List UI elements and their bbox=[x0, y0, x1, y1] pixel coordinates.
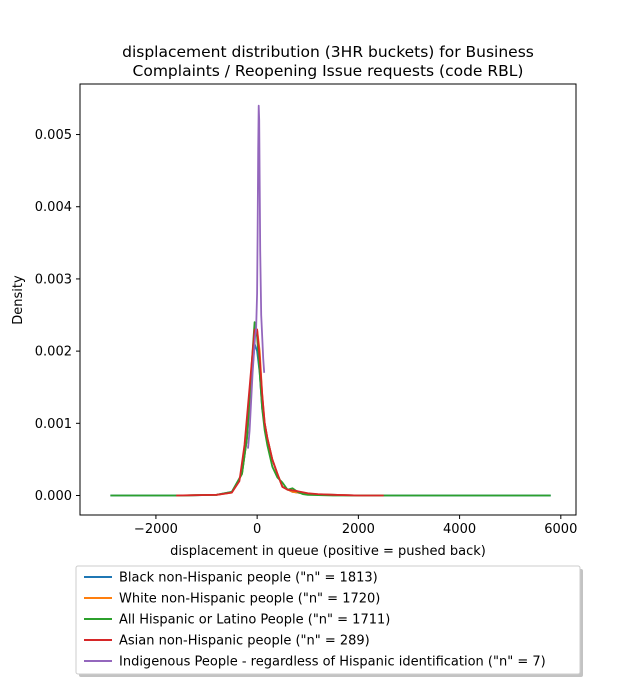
y-axis-label: Density bbox=[11, 275, 26, 325]
series-lines bbox=[110, 104, 551, 497]
x-tick-label: −2000 bbox=[134, 522, 178, 537]
series-line-2 bbox=[176, 328, 384, 497]
x-axis: −2000 0 2000 4000 6000 bbox=[134, 515, 577, 537]
x-tick-label: 4000 bbox=[443, 522, 476, 537]
y-tick-label: 0.005 bbox=[35, 128, 72, 143]
y-tick-label: 0.001 bbox=[35, 417, 72, 432]
legend: Black non-Hispanic people ("n" = 1813) Wh… bbox=[75, 565, 583, 677]
series-line-1 bbox=[110, 342, 551, 497]
legend-items: Black non-Hispanic people ("n" = 1813) Wh… bbox=[84, 571, 546, 670]
y-tick-label: 0.003 bbox=[35, 272, 72, 287]
y-tick-label: 0.000 bbox=[35, 489, 72, 504]
legend-frame bbox=[75, 565, 581, 675]
series-line-5 bbox=[247, 104, 266, 449]
chart-title-line-2: Complaints / Reopening Issue requests (c… bbox=[133, 62, 524, 80]
y-axis: 0.000 0.001 0.002 0.003 0.004 0.005 bbox=[35, 128, 80, 504]
chart-title-line-1: displacement distribution (3HR buckets) … bbox=[122, 43, 534, 61]
x-tick-label: 0 bbox=[253, 522, 261, 537]
y-tick-label: 0.002 bbox=[35, 345, 72, 360]
series-line-3 bbox=[110, 321, 551, 497]
series-line-4 bbox=[176, 328, 384, 497]
x-tick-label: 2000 bbox=[342, 522, 375, 537]
plot-area-frame bbox=[79, 83, 577, 516]
legend-label-1: Black non-Hispanic people ("n" = 1813) bbox=[119, 571, 378, 586]
legend-label-4: Asian non-Hispanic people ("n" = 289) bbox=[119, 634, 370, 649]
y-tick-label: 0.004 bbox=[35, 200, 72, 215]
legend-label-3: All Hispanic or Latino People ("n" = 171… bbox=[119, 613, 390, 628]
x-axis-label: displacement in queue (positive = pushed… bbox=[170, 544, 486, 559]
legend-label-5: Indigenous People - regardless of Hispan… bbox=[119, 655, 546, 670]
legend-label-2: White non-Hispanic people ("n" = 1720) bbox=[119, 592, 380, 607]
x-tick-label: 6000 bbox=[544, 522, 577, 537]
